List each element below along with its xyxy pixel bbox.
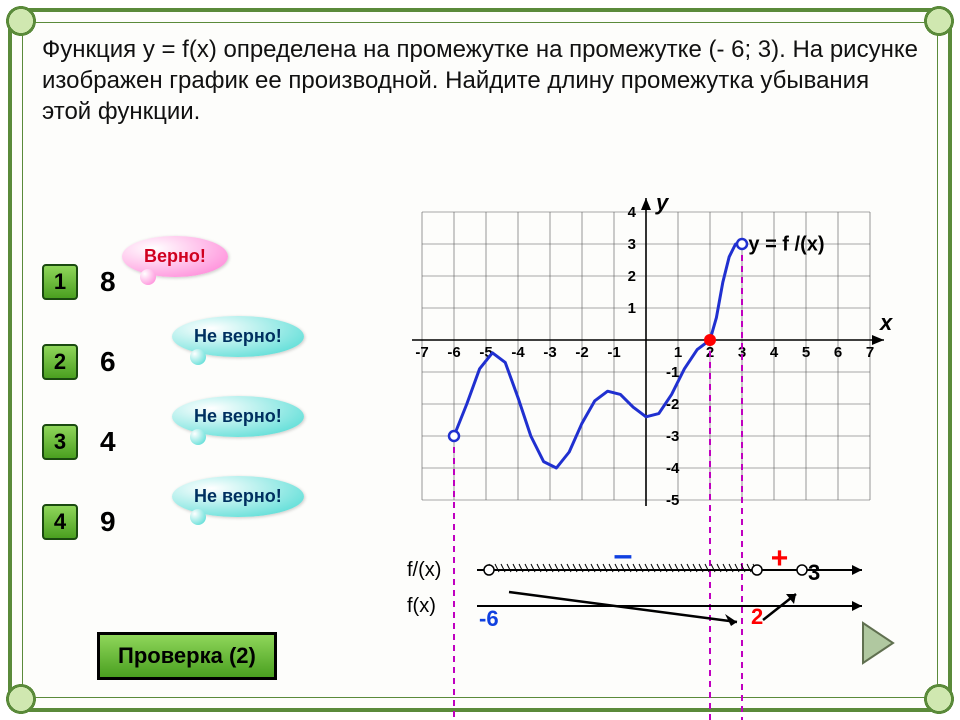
answer-value: 4 (100, 426, 116, 458)
svg-text:1: 1 (628, 300, 636, 317)
check-button[interactable]: Проверка (2) (97, 632, 277, 680)
answer-button-4[interactable]: 4 (42, 504, 78, 540)
answer-button-2[interactable]: 2 (42, 344, 78, 380)
answers-block: Верно! 1 8 Не верно! 2 6 Не верно! 3 4 Н… (32, 242, 392, 562)
svg-text:x: x (879, 310, 893, 335)
svg-text:y: y (655, 190, 670, 215)
svg-text:-1: -1 (607, 344, 620, 361)
svg-text:-6: -6 (447, 344, 460, 361)
answer-button-3[interactable]: 3 (42, 424, 78, 460)
svg-text:-4: -4 (511, 344, 525, 361)
svg-text:y = f /(x): y = f /(x) (748, 233, 824, 255)
answer-value: 8 (100, 266, 116, 298)
svg-text:2: 2 (628, 268, 636, 285)
svg-text:-3: -3 (666, 428, 679, 445)
derivative-chart: -7-6-5-4-3-2-11234567-5-4-3-2-11234xyy =… (402, 192, 942, 522)
svg-text:f(x): f(x) (407, 595, 436, 617)
problem-text: Функция y = f(x) определена на промежутк… (42, 34, 918, 128)
svg-text:4: 4 (770, 344, 779, 361)
svg-text:5: 5 (802, 344, 810, 361)
svg-text:-4: -4 (666, 460, 680, 477)
sign-diagram: f/(x) f(x) – + -6 2 3 (402, 542, 892, 632)
svg-text:-3: -3 (543, 344, 556, 361)
svg-text:-1: -1 (666, 364, 679, 381)
svg-text:-7: -7 (415, 344, 428, 361)
svg-text:1: 1 (674, 344, 682, 361)
feedback-bubble: Не верно! (172, 316, 304, 357)
answer-button-1[interactable]: 1 (42, 264, 78, 300)
answer-value: 9 (100, 506, 116, 538)
svg-text:-2: -2 (575, 344, 588, 361)
feedback-bubble: Не верно! (172, 396, 304, 437)
svg-text:+: + (771, 542, 789, 575)
next-arrow-button[interactable] (858, 618, 908, 668)
svg-text:-5: -5 (666, 492, 679, 509)
svg-text:2: 2 (751, 604, 763, 629)
feedback-bubble: Верно! (122, 236, 228, 277)
svg-text:6: 6 (834, 344, 842, 361)
answer-value: 6 (100, 346, 116, 378)
svg-text:–: – (614, 542, 633, 574)
svg-text:4: 4 (628, 204, 637, 221)
svg-text:7: 7 (866, 344, 874, 361)
svg-text:3: 3 (808, 560, 820, 585)
svg-text:3: 3 (628, 236, 636, 253)
svg-text:f/(x): f/(x) (407, 559, 441, 581)
feedback-bubble: Не верно! (172, 476, 304, 517)
svg-text:-6: -6 (479, 606, 499, 631)
